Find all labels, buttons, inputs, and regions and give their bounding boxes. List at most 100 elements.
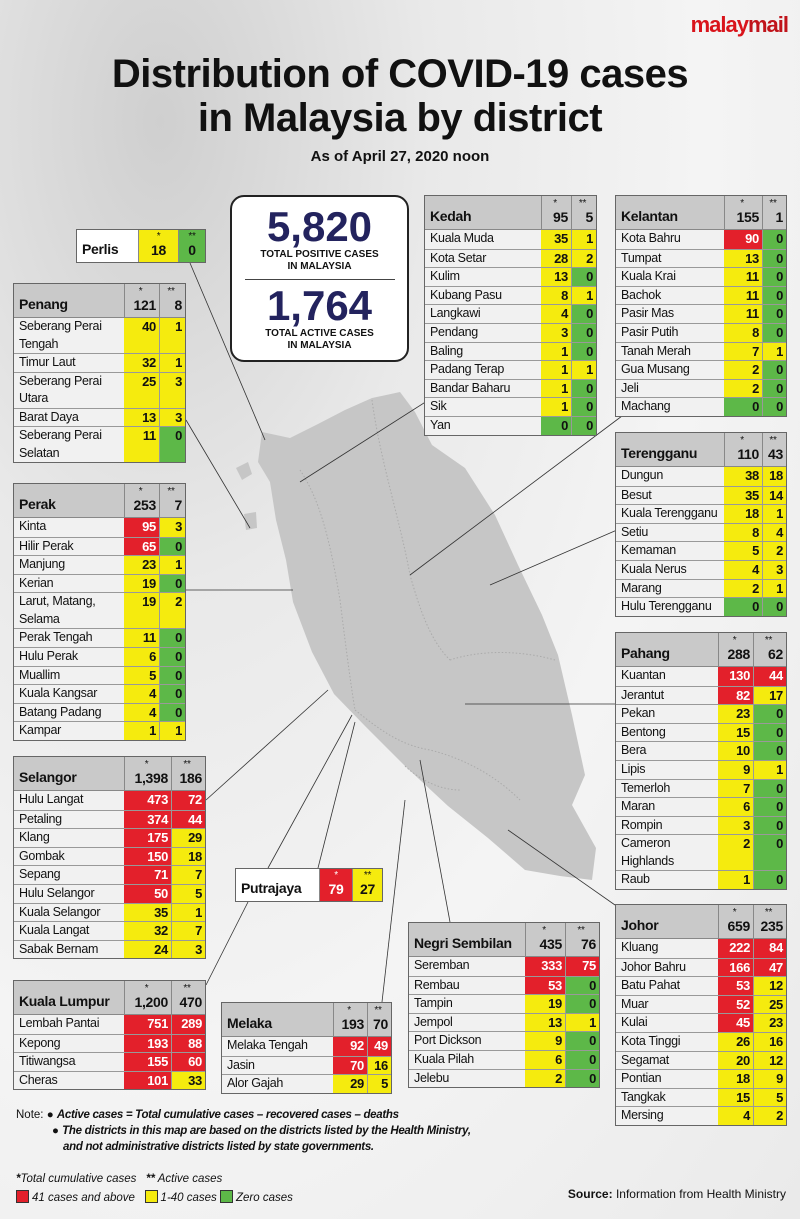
district-rows: Kuantan 130 44 Jerantut 82 17 Pekan 23 0… bbox=[616, 667, 786, 889]
district-active: 33 bbox=[171, 1071, 205, 1090]
district-name: Machang bbox=[616, 398, 724, 416]
district-row: Timur Laut 32 1 bbox=[14, 353, 185, 372]
district-rows: Kuala Muda 35 1 Kota Setar 28 2 Kulim 13… bbox=[425, 230, 596, 435]
state-active: ** 27 bbox=[352, 869, 382, 901]
state-active-value: 470 bbox=[179, 994, 203, 1010]
state-total: * 1,398 bbox=[124, 757, 171, 790]
district-name: Jelebu bbox=[409, 1069, 525, 1088]
district-active: 3 bbox=[159, 518, 185, 537]
star-symbol: ** bbox=[374, 1005, 382, 1016]
star-symbol: * bbox=[542, 925, 546, 936]
star-symbol: ** bbox=[188, 231, 196, 242]
district-row: Kota Tinggi 26 16 bbox=[616, 1031, 786, 1051]
district-active: 3 bbox=[762, 560, 786, 579]
district-total: 8 bbox=[541, 286, 571, 305]
district-row: Kota Setar 28 2 bbox=[425, 248, 596, 268]
star-symbol: ** bbox=[146, 1173, 155, 1185]
district-name: Kulim bbox=[425, 268, 541, 286]
district-active: 1 bbox=[753, 760, 786, 779]
district-name: Kuala Kangsar bbox=[14, 685, 124, 703]
district-total: 7 bbox=[724, 342, 762, 361]
district-total: 175 bbox=[124, 829, 171, 847]
district-total: 222 bbox=[718, 939, 753, 958]
district-row: Jeli 2 0 bbox=[616, 378, 786, 398]
district-name: Kepong bbox=[14, 1034, 124, 1053]
district-row: Setiu 8 4 bbox=[616, 522, 786, 542]
label-line: TOTAL POSITIVE CASES bbox=[260, 249, 379, 260]
district-row: Marang 2 1 bbox=[616, 578, 786, 598]
district-total: 23 bbox=[718, 705, 753, 723]
notes-label: Note: bbox=[16, 1109, 44, 1121]
district-total: 1 bbox=[541, 379, 571, 398]
district-row: Temerloh 7 0 bbox=[616, 778, 786, 798]
state-total: * 121 bbox=[124, 284, 159, 317]
state-total-value: 253 bbox=[133, 497, 157, 513]
district-name: Kota Bahru bbox=[616, 230, 724, 249]
district-total: 2 bbox=[724, 379, 762, 398]
district-name: Baling bbox=[425, 342, 541, 361]
district-active: 0 bbox=[762, 398, 786, 416]
district-row: Seremban 333 75 bbox=[409, 957, 599, 976]
district-row: Kampar 1 1 bbox=[14, 721, 185, 740]
star-symbol: * bbox=[138, 286, 143, 297]
star-symbol: ** bbox=[578, 198, 587, 209]
district-name: Raub bbox=[616, 871, 718, 889]
district-row: Jelebu 2 0 bbox=[409, 1068, 599, 1088]
district-row: Hulu Selangor 50 5 bbox=[14, 883, 205, 903]
district-name: Hulu Langat bbox=[14, 791, 124, 810]
district-name: Kluang bbox=[616, 939, 718, 958]
district-row: Hilir Perak 65 0 bbox=[14, 536, 185, 556]
state-header: Pahang * 288 ** 62 bbox=[616, 633, 786, 667]
state-total-value: 110 bbox=[737, 446, 759, 462]
state-active-value: 70 bbox=[373, 1016, 388, 1032]
district-total: 71 bbox=[124, 866, 171, 884]
district-row: Port Dickson 9 0 bbox=[409, 1031, 599, 1050]
district-name: Alor Gajah bbox=[222, 1075, 333, 1093]
district-active: 0 bbox=[753, 835, 786, 871]
district-row: Jerantut 82 17 bbox=[616, 685, 786, 705]
district-row: Mersing 4 2 bbox=[616, 1106, 786, 1125]
district-total: 101 bbox=[124, 1071, 171, 1090]
district-total: 29 bbox=[333, 1075, 367, 1093]
star-symbol: * bbox=[732, 907, 737, 918]
district-name: Sabak Bernam bbox=[14, 940, 124, 959]
district-active: 0 bbox=[571, 398, 596, 416]
district-active: 5 bbox=[171, 884, 205, 903]
district-active: 17 bbox=[753, 686, 786, 705]
district-total: 2 bbox=[525, 1069, 565, 1088]
district-total: 0 bbox=[724, 598, 762, 616]
district-row: Tumpat 13 0 bbox=[616, 248, 786, 268]
district-row: Muallim 5 0 bbox=[14, 665, 185, 685]
label-line: TOTAL ACTIVE CASES bbox=[265, 328, 374, 339]
state-name: Penang bbox=[19, 296, 68, 312]
district-name: Jasin bbox=[222, 1056, 333, 1075]
district-row: Johor Bahru 166 47 bbox=[616, 957, 786, 977]
district-total: 19 bbox=[124, 593, 159, 629]
district-name: Batu Pahat bbox=[616, 977, 718, 995]
district-name: Kuala Selangor bbox=[14, 903, 124, 922]
state-active-value: 0 bbox=[188, 242, 196, 258]
state-header: Johor * 659 ** 235 bbox=[616, 905, 786, 939]
district-active: 0 bbox=[762, 249, 786, 268]
district-total: 751 bbox=[124, 1015, 171, 1034]
district-total: 5 bbox=[124, 666, 159, 685]
district-active: 2 bbox=[571, 249, 596, 268]
district-name: Pendang bbox=[425, 323, 541, 342]
district-name: Cameron Highlands bbox=[616, 835, 718, 871]
district-name: Muallim bbox=[14, 666, 124, 685]
state-active-value: 7 bbox=[174, 497, 183, 513]
district-total: 3 bbox=[718, 816, 753, 835]
star-symbol: ** bbox=[167, 286, 175, 297]
district-name: Rompin bbox=[616, 816, 718, 835]
district-name: Kampar bbox=[14, 722, 124, 740]
state-table-johor: Johor * 659 ** 235 Kluang 222 84 Johor Bah… bbox=[615, 904, 787, 1126]
district-total: 13 bbox=[124, 408, 159, 427]
state-name: Perak bbox=[19, 496, 56, 512]
malaymail-logo: malaymail bbox=[691, 12, 789, 38]
district-row: Alor Gajah 29 5 bbox=[222, 1074, 391, 1093]
district-name: Dungun bbox=[616, 467, 724, 486]
star-symbol: * bbox=[144, 983, 149, 994]
star-symbol: ** bbox=[769, 198, 777, 209]
district-active: 1 bbox=[762, 342, 786, 361]
